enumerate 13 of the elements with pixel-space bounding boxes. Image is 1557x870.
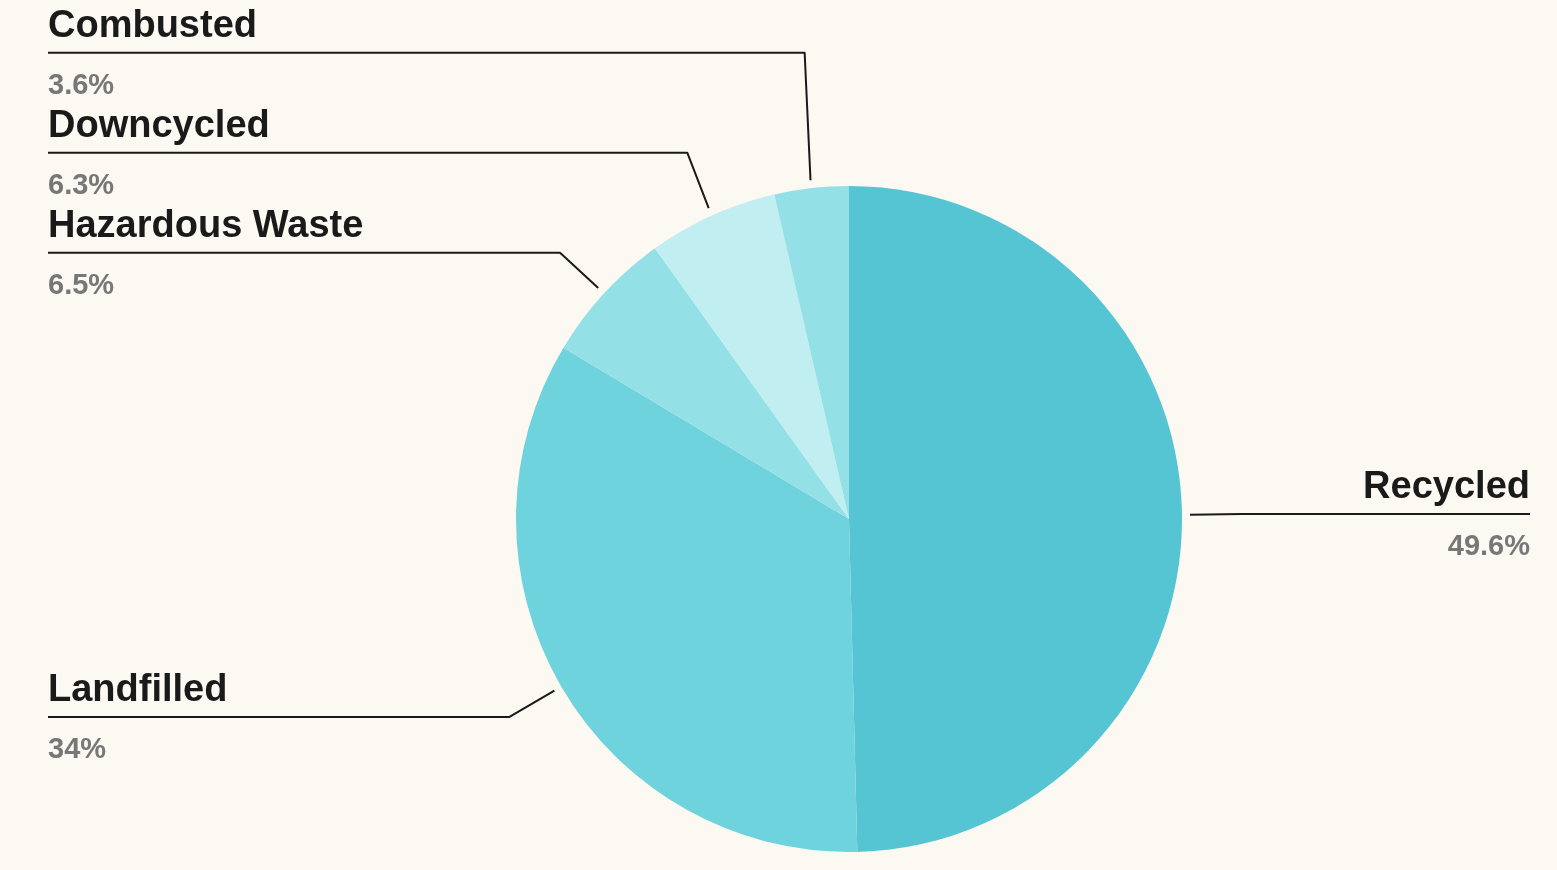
data-label: 34% [48, 731, 107, 764]
slice-label: Landfilled [48, 666, 228, 709]
data-label: 3.6% [48, 67, 115, 100]
pie-slice [849, 186, 1182, 852]
slice-label: Recycled [1363, 464, 1530, 507]
data-label: 6.5% [48, 267, 115, 300]
slice-label: Hazardous Waste [48, 202, 364, 245]
data-label: 6.3% [48, 167, 115, 200]
slice-label: Downcycled [48, 102, 270, 145]
pie-slice [516, 347, 858, 852]
data-label: 49.6% [1447, 529, 1531, 562]
pie-slice [654, 194, 849, 519]
slice-label: Combusted [48, 2, 257, 45]
